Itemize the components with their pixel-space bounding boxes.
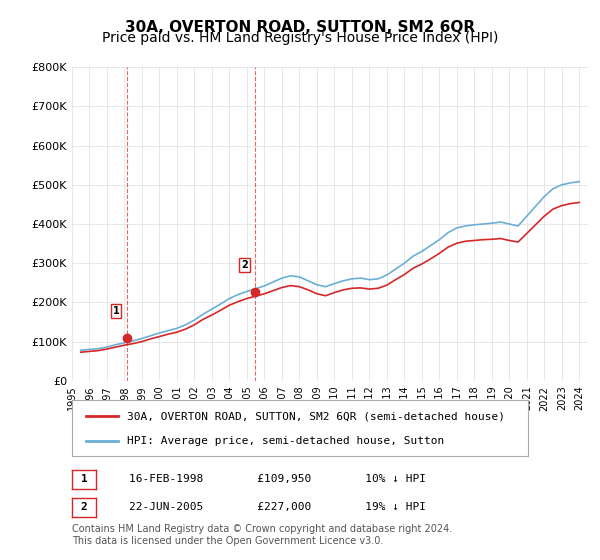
- Text: 30A, OVERTON ROAD, SUTTON, SM2 6QR: 30A, OVERTON ROAD, SUTTON, SM2 6QR: [125, 20, 475, 35]
- Text: 1: 1: [80, 474, 88, 484]
- Text: HPI: Average price, semi-detached house, Sutton: HPI: Average price, semi-detached house,…: [127, 436, 444, 446]
- Text: 2: 2: [80, 502, 88, 512]
- Text: 22-JUN-2005        £227,000        19% ↓ HPI: 22-JUN-2005 £227,000 19% ↓ HPI: [102, 502, 426, 512]
- Text: 30A, OVERTON ROAD, SUTTON, SM2 6QR (semi-detached house): 30A, OVERTON ROAD, SUTTON, SM2 6QR (semi…: [127, 411, 505, 421]
- Text: Contains HM Land Registry data © Crown copyright and database right 2024.
This d: Contains HM Land Registry data © Crown c…: [72, 524, 452, 546]
- Text: Price paid vs. HM Land Registry's House Price Index (HPI): Price paid vs. HM Land Registry's House …: [102, 31, 498, 45]
- Text: 1: 1: [113, 306, 119, 316]
- Text: 16-FEB-1998        £109,950        10% ↓ HPI: 16-FEB-1998 £109,950 10% ↓ HPI: [102, 474, 426, 484]
- Text: 2: 2: [241, 260, 248, 270]
